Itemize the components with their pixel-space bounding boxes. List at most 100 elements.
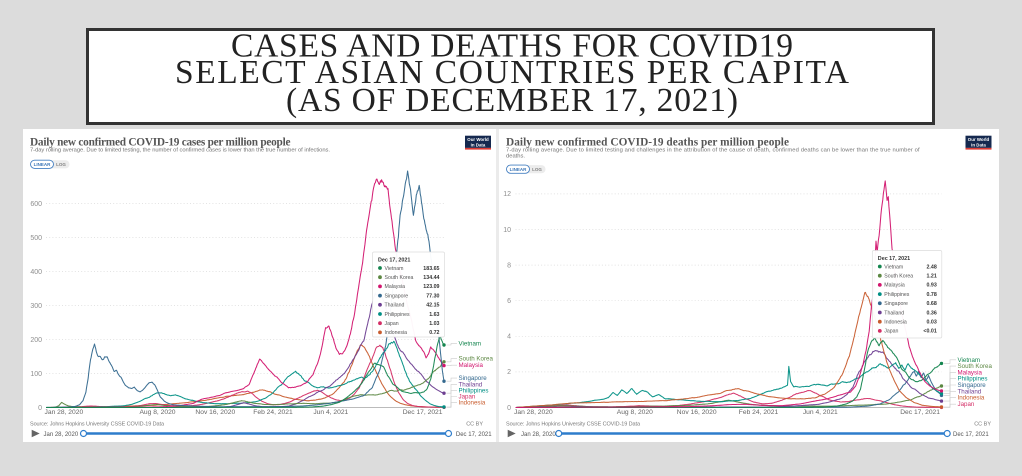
svg-text:Malaysia: Malaysia	[884, 283, 905, 289]
svg-text:Jan 28, 2020: Jan 28, 2020	[514, 409, 553, 416]
svg-text:Indonesia: Indonesia	[958, 395, 985, 402]
svg-text:183.65: 183.65	[423, 266, 439, 272]
svg-text:123.09: 123.09	[423, 284, 439, 290]
svg-text:Vietnam: Vietnam	[958, 357, 981, 364]
svg-text:Malaysia: Malaysia	[459, 362, 484, 369]
svg-text:42.15: 42.15	[426, 303, 439, 309]
svg-text:600: 600	[30, 201, 42, 208]
svg-text:100: 100	[30, 371, 42, 378]
svg-text:Dec 17, 2021: Dec 17, 2021	[378, 258, 410, 264]
svg-text:0.78: 0.78	[926, 292, 936, 298]
svg-text:Nov 16, 2020: Nov 16, 2020	[195, 409, 235, 416]
svg-text:10: 10	[503, 227, 511, 234]
svg-text:Japan: Japan	[385, 321, 399, 327]
svg-text:South Korea: South Korea	[884, 274, 913, 280]
svg-text:Indonesia: Indonesia	[884, 320, 907, 326]
svg-text:2: 2	[507, 369, 511, 376]
svg-text:Malaysia: Malaysia	[958, 369, 983, 376]
svg-text:0.36: 0.36	[926, 310, 936, 316]
svg-text:CASES AND DEATHS FOR COVID19: CASES AND DEATHS FOR COVID19	[231, 28, 793, 65]
svg-text:0.03: 0.03	[926, 320, 936, 326]
svg-text:Thailand: Thailand	[459, 381, 483, 388]
svg-text:Our World: Our World	[968, 137, 990, 142]
svg-text:Feb 24, 2021: Feb 24, 2021	[253, 409, 293, 416]
svg-text:deaths.: deaths.	[506, 154, 525, 160]
svg-text:Philippines: Philippines	[459, 387, 489, 394]
svg-text:Thailand: Thailand	[385, 303, 405, 309]
svg-text:in Data: in Data	[471, 142, 486, 147]
svg-text:Dec 17, 2021: Dec 17, 2021	[403, 409, 443, 416]
svg-text:Source: Johns Hopkins Universi: Source: Johns Hopkins University CSSE CO…	[506, 422, 641, 428]
svg-text:1.21: 1.21	[926, 274, 936, 280]
svg-text:6: 6	[507, 298, 511, 305]
svg-text:South Korea: South Korea	[958, 363, 993, 370]
svg-text:0.72: 0.72	[429, 330, 439, 336]
svg-text:Indonesia: Indonesia	[459, 399, 486, 406]
svg-text:Our World: Our World	[467, 137, 489, 142]
svg-text:Aug 8, 2020: Aug 8, 2020	[139, 409, 175, 416]
svg-text:Singapore: Singapore	[958, 382, 987, 389]
svg-text:Vietnam: Vietnam	[884, 264, 903, 270]
svg-text:Singapore: Singapore	[884, 301, 908, 307]
svg-text:1.03: 1.03	[429, 321, 439, 327]
svg-text:Feb 24, 2021: Feb 24, 2021	[739, 409, 779, 416]
svg-text:Dec 17, 2021: Dec 17, 2021	[456, 432, 492, 438]
svg-text:Philippines: Philippines	[958, 376, 988, 383]
svg-text:Vietnam: Vietnam	[459, 340, 482, 347]
svg-text:South Korea: South Korea	[385, 275, 414, 281]
svg-text:Japan: Japan	[459, 394, 476, 401]
svg-text:8: 8	[507, 262, 511, 269]
svg-text:200: 200	[30, 337, 42, 344]
svg-text:Jun 4, 2021: Jun 4, 2021	[313, 409, 348, 416]
svg-text:LINEAR: LINEAR	[510, 167, 528, 172]
svg-text:12: 12	[503, 191, 511, 198]
svg-text:77.30: 77.30	[426, 293, 439, 299]
svg-text:Daily new confirmed COVID-19 d: Daily new confirmed COVID-19 deaths per …	[506, 137, 789, 149]
svg-text:Jun 4, 2021: Jun 4, 2021	[803, 409, 838, 416]
svg-text:0: 0	[38, 405, 42, 412]
svg-text:Thailand: Thailand	[958, 388, 982, 395]
svg-text:0: 0	[507, 405, 511, 412]
svg-text:CC BY: CC BY	[974, 422, 991, 428]
svg-text:LINEAR: LINEAR	[34, 162, 52, 167]
svg-text:Malaysia: Malaysia	[385, 284, 406, 290]
svg-text:Dec 17, 2021: Dec 17, 2021	[900, 409, 940, 416]
svg-text:Philippines: Philippines	[884, 292, 909, 298]
svg-text:0.93: 0.93	[926, 283, 936, 289]
svg-text:CC BY: CC BY	[466, 422, 483, 428]
svg-text:4: 4	[507, 334, 511, 341]
svg-text:400: 400	[30, 269, 42, 276]
svg-text:Vietnam: Vietnam	[385, 266, 404, 272]
svg-text:Aug 8, 2020: Aug 8, 2020	[617, 409, 653, 416]
svg-text:in Data: in Data	[971, 142, 986, 147]
svg-text:Jan 28, 2020: Jan 28, 2020	[45, 409, 84, 416]
svg-text:SELECT ASIAN COUNTRIES PER CAP: SELECT ASIAN COUNTRIES PER CAPITA	[175, 54, 849, 91]
svg-text:Dec 17, 2021: Dec 17, 2021	[953, 432, 989, 438]
svg-text:2.48: 2.48	[926, 264, 936, 270]
svg-text:Daily new confirmed COVID-19 c: Daily new confirmed COVID-19 cases per m…	[30, 137, 291, 149]
svg-text:<0.01: <0.01	[923, 329, 936, 335]
svg-text:500: 500	[30, 235, 42, 242]
svg-text:1.63: 1.63	[429, 312, 439, 318]
svg-text:South Korea: South Korea	[459, 356, 494, 363]
svg-text:7-day rolling average. Due to: 7-day rolling average. Due to limited te…	[30, 147, 330, 153]
svg-text:(AS OF DECEMBER 17, 2021): (AS OF DECEMBER 17, 2021)	[286, 82, 738, 119]
svg-text:LOG: LOG	[56, 162, 66, 167]
svg-text:Source: Johns Hopkins Universi: Source: Johns Hopkins University CSSE CO…	[30, 422, 165, 428]
svg-text:Jan 28, 2020: Jan 28, 2020	[521, 432, 556, 438]
svg-text:Thailand: Thailand	[884, 310, 904, 316]
svg-text:Jan 28, 2020: Jan 28, 2020	[44, 432, 79, 438]
svg-text:Dec 17, 2021: Dec 17, 2021	[878, 256, 910, 262]
svg-text:Singapore: Singapore	[385, 293, 409, 299]
svg-text:300: 300	[30, 303, 42, 310]
svg-text:7-day rolling average. Due to: 7-day rolling average. Due to limited te…	[506, 147, 920, 153]
svg-text:Philippines: Philippines	[385, 312, 410, 318]
svg-text:Indonesia: Indonesia	[385, 330, 408, 336]
svg-text:Nov 16, 2020: Nov 16, 2020	[677, 409, 717, 416]
svg-text:Japan: Japan	[884, 329, 898, 335]
svg-text:LOG: LOG	[532, 167, 542, 172]
svg-text:0.68: 0.68	[926, 301, 936, 307]
svg-text:Japan: Japan	[958, 401, 975, 408]
svg-text:134.44: 134.44	[423, 275, 439, 281]
svg-text:Singapore: Singapore	[459, 375, 488, 382]
